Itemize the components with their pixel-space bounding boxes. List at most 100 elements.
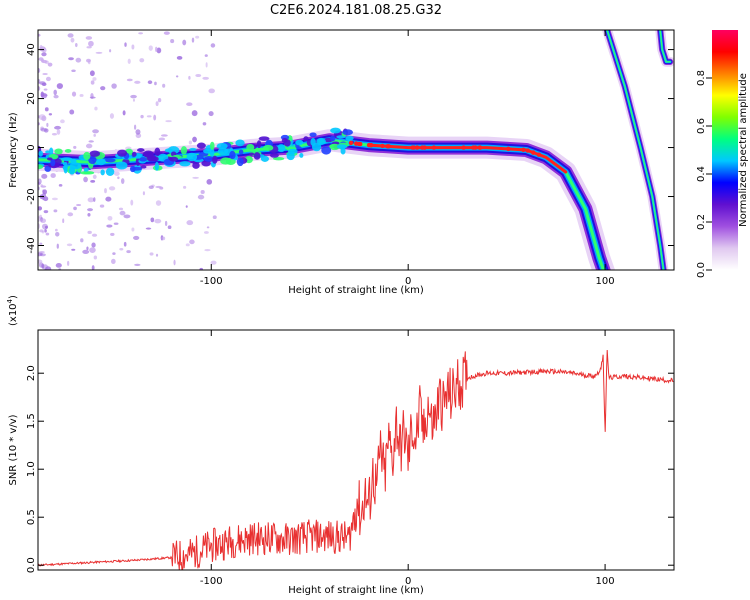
noise-speck — [71, 91, 77, 97]
spectral-peak-dot — [410, 145, 415, 150]
noise-speck — [38, 67, 41, 74]
noise-speck — [104, 188, 107, 194]
spectrogram-x-axis-label: Height of straight line (km) — [288, 285, 424, 296]
spectral-blob — [263, 144, 274, 151]
noise-speck — [47, 62, 53, 67]
spectral-peak-dot — [525, 148, 531, 153]
noise-speck — [93, 197, 96, 202]
noise-speck — [147, 80, 153, 85]
noise-speck — [71, 248, 76, 251]
noise-speck — [89, 247, 96, 254]
noise-speck — [140, 114, 144, 119]
noise-speck — [38, 251, 45, 254]
noise-speck — [56, 83, 64, 89]
spectral-blob — [49, 147, 54, 156]
noise-speck — [111, 258, 116, 264]
noise-speck — [123, 241, 127, 247]
spectral-blob — [283, 139, 291, 147]
spectral-blob — [340, 147, 346, 155]
spectral-blob — [63, 165, 68, 174]
snr-multiplier-base: (x10 — [8, 303, 19, 326]
spectral-peak-dot — [536, 152, 542, 157]
noise-speck — [130, 199, 134, 206]
noise-speck — [107, 215, 113, 221]
spectral-blob — [38, 164, 44, 170]
noise-speck — [192, 136, 197, 143]
noise-speck — [208, 88, 215, 94]
noise-speck — [42, 73, 48, 76]
noise-speck — [92, 77, 97, 81]
spectrogram-marks — [38, 30, 674, 270]
spectrogram-y-ticks: -40 -20 0 20 40 — [26, 43, 674, 254]
y-tick-label: 2.0 — [26, 365, 37, 381]
spectral-blob — [286, 151, 295, 161]
noise-speck — [110, 232, 115, 236]
spectral-blob — [246, 143, 255, 151]
spectral-blob — [38, 150, 44, 157]
noise-speck — [210, 260, 217, 265]
noise-speck — [212, 215, 217, 220]
spectral-blob — [88, 155, 97, 165]
noise-speck — [189, 239, 195, 245]
spectral-blob — [80, 171, 91, 175]
spectral-blob — [203, 156, 214, 162]
spectrogram-panel: -100 0 100 -40 -20 0 20 40 Height of straight … — [8, 29, 675, 296]
noise-speck — [44, 228, 47, 233]
noise-speck — [50, 173, 56, 179]
spectral-blob — [96, 158, 107, 166]
spectral-blob — [135, 157, 141, 167]
noise-speck — [60, 119, 65, 124]
spectral-blob — [180, 146, 188, 155]
noise-speck — [161, 236, 166, 241]
y-tick-label: 1.5 — [26, 413, 37, 429]
noise-speck — [113, 222, 119, 225]
spectral-blob — [217, 147, 229, 156]
noise-speck — [157, 97, 162, 103]
snr-multiplier-close: ) — [8, 295, 19, 299]
noise-speck — [45, 76, 51, 82]
spectral-blob — [50, 159, 56, 167]
spectral-blob — [169, 156, 179, 162]
noise-speck — [206, 179, 213, 185]
noise-speck — [204, 231, 209, 234]
noise-speck — [95, 51, 103, 54]
noise-speck — [117, 176, 120, 180]
noise-speck — [51, 133, 58, 136]
noise-speck — [148, 45, 153, 51]
noise-speck — [85, 36, 93, 40]
spectral-blob — [311, 142, 322, 152]
spectral-blob — [238, 149, 244, 155]
noise-speck — [93, 133, 96, 137]
spectral-blob — [154, 147, 161, 156]
x-tick-label: -100 — [200, 576, 223, 587]
noise-speck — [199, 267, 204, 270]
noise-speck — [46, 122, 49, 127]
spectral-peak-dot — [385, 144, 390, 149]
spectral-blob — [196, 142, 206, 149]
spectral-blob — [309, 132, 317, 138]
noise-speck — [67, 212, 74, 217]
noise-speck — [111, 83, 117, 89]
spectral-blob — [45, 150, 51, 154]
noise-speck — [155, 101, 159, 107]
noise-speck — [113, 171, 120, 176]
spectral-blob — [336, 144, 348, 149]
y-tick-label: 0.0 — [26, 557, 37, 573]
noise-speck — [38, 223, 41, 230]
colorbar-label: Normalized spectral amplitude — [738, 73, 749, 227]
noise-speck — [40, 92, 48, 99]
noise-speck — [162, 83, 166, 88]
noise-speck — [204, 248, 211, 252]
noise-speck — [163, 31, 170, 35]
noise-speck — [106, 224, 113, 228]
spectral-blob — [330, 135, 336, 142]
spectral-blob — [179, 161, 191, 167]
noise-speck — [58, 184, 63, 187]
noise-speck — [173, 259, 176, 266]
noise-speck — [112, 252, 116, 255]
noise-speck — [175, 75, 179, 78]
noise-speck — [182, 39, 187, 46]
noise-speck — [202, 76, 209, 80]
y-tick-label: 1.0 — [26, 461, 37, 477]
snr-line — [38, 349, 674, 570]
